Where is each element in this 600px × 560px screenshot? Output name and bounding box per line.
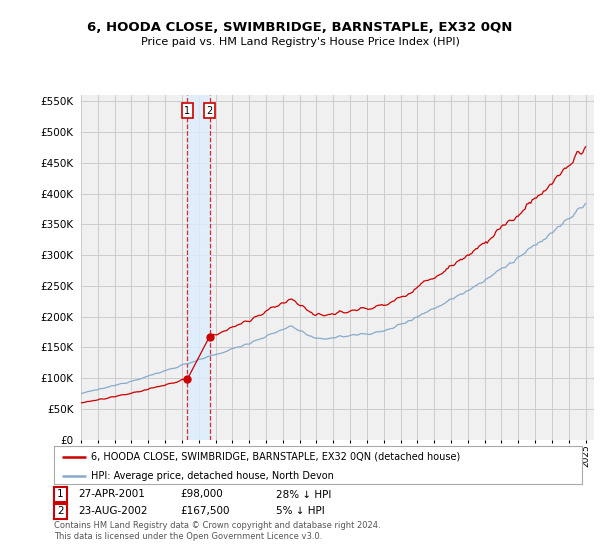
Text: 1: 1 (184, 105, 190, 115)
Text: 6, HOODA CLOSE, SWIMBRIDGE, BARNSTAPLE, EX32 0QN: 6, HOODA CLOSE, SWIMBRIDGE, BARNSTAPLE, … (88, 21, 512, 34)
Text: 2: 2 (57, 506, 64, 516)
Text: £167,500: £167,500 (180, 506, 229, 516)
Text: 1: 1 (57, 489, 64, 500)
Text: Contains HM Land Registry data © Crown copyright and database right 2024.
This d: Contains HM Land Registry data © Crown c… (54, 521, 380, 541)
Text: 23-AUG-2002: 23-AUG-2002 (78, 506, 148, 516)
Text: 27-APR-2001: 27-APR-2001 (78, 489, 145, 500)
Text: 2: 2 (206, 105, 212, 115)
Text: Price paid vs. HM Land Registry's House Price Index (HPI): Price paid vs. HM Land Registry's House … (140, 37, 460, 47)
Text: 6, HOODA CLOSE, SWIMBRIDGE, BARNSTAPLE, EX32 0QN (detached house): 6, HOODA CLOSE, SWIMBRIDGE, BARNSTAPLE, … (91, 452, 460, 462)
Bar (187, 95, 209, 440)
Text: 28% ↓ HPI: 28% ↓ HPI (276, 489, 331, 500)
Text: £98,000: £98,000 (180, 489, 223, 500)
Text: HPI: Average price, detached house, North Devon: HPI: Average price, detached house, Nort… (91, 471, 334, 481)
Text: 5% ↓ HPI: 5% ↓ HPI (276, 506, 325, 516)
